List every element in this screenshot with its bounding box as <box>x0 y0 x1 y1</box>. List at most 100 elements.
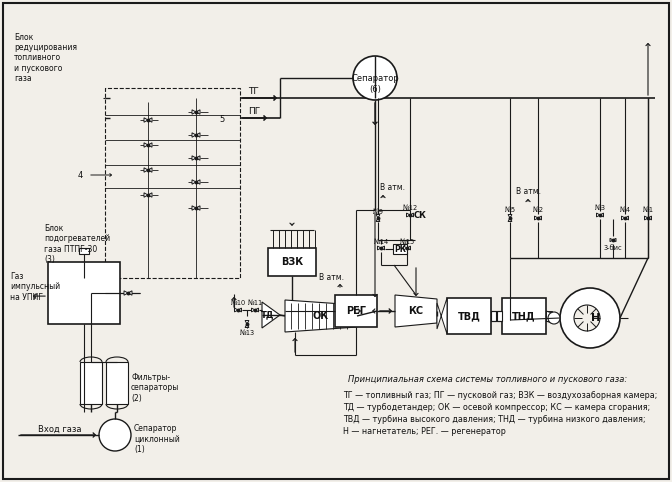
Text: СК: СК <box>413 211 427 219</box>
Polygon shape <box>192 133 196 137</box>
Text: В атм.: В атм. <box>515 187 540 197</box>
Polygon shape <box>148 143 152 147</box>
Bar <box>447 298 491 334</box>
Bar <box>48 262 120 324</box>
Polygon shape <box>148 168 152 172</box>
Bar <box>268 248 316 276</box>
Bar <box>393 244 407 254</box>
Circle shape <box>353 56 397 100</box>
Polygon shape <box>410 213 413 217</box>
Polygon shape <box>378 246 381 250</box>
Text: Блок
подогревателей
газа ПТПГ-30
(3): Блок подогревателей газа ПТПГ-30 (3) <box>44 224 110 264</box>
Text: ТВД: ТВД <box>458 311 480 321</box>
Text: №14: №14 <box>374 239 388 245</box>
Polygon shape <box>245 324 249 327</box>
Bar <box>335 295 377 327</box>
Polygon shape <box>610 239 613 241</box>
Polygon shape <box>597 213 600 217</box>
Text: 4: 4 <box>77 171 83 179</box>
Text: №13: №13 <box>239 330 255 336</box>
Polygon shape <box>534 216 538 220</box>
Bar <box>106 362 128 404</box>
Bar <box>105 88 240 278</box>
Polygon shape <box>192 180 196 184</box>
Polygon shape <box>625 216 628 220</box>
Polygon shape <box>251 308 255 312</box>
Text: Газ
импульсный
на УПИГ: Газ импульсный на УПИГ <box>10 272 60 302</box>
Polygon shape <box>144 118 148 122</box>
Text: В атм.: В атм. <box>319 272 344 281</box>
Text: 5: 5 <box>219 116 224 124</box>
Polygon shape <box>613 239 616 241</box>
Text: №3: №3 <box>595 205 605 211</box>
Text: ТГ — топливный газ; ПГ — пусковой газ; ВЗК — воздухозаборная камера;: ТГ — топливный газ; ПГ — пусковой газ; В… <box>343 390 657 400</box>
Polygon shape <box>196 180 200 184</box>
Text: №11: №11 <box>247 300 263 306</box>
Circle shape <box>548 312 560 324</box>
Polygon shape <box>124 291 128 295</box>
Text: Принципиальная схема системы топливного и пускового газа:: Принципиальная схема системы топливного … <box>348 375 628 385</box>
Polygon shape <box>128 291 132 295</box>
Text: Блок
редуцирования
топливного
и пускового
газа: Блок редуцирования топливного и пусковог… <box>14 33 77 83</box>
Polygon shape <box>648 216 651 220</box>
Text: №12: №12 <box>403 205 417 211</box>
Polygon shape <box>538 216 542 220</box>
Polygon shape <box>196 156 200 160</box>
Circle shape <box>99 419 131 451</box>
Text: Сепаратор
(6): Сепаратор (6) <box>351 74 399 94</box>
Text: ТД: ТД <box>261 310 275 320</box>
Text: ТНД: ТНД <box>512 311 536 321</box>
Text: ТВД — турбина высокого давления; ТНД — турбина низкого давления;: ТВД — турбина высокого давления; ТНД — т… <box>343 415 646 424</box>
Polygon shape <box>381 246 384 250</box>
Polygon shape <box>192 156 196 160</box>
Polygon shape <box>255 308 259 312</box>
Polygon shape <box>600 213 603 217</box>
Polygon shape <box>192 206 196 210</box>
Polygon shape <box>196 133 200 137</box>
Polygon shape <box>508 214 512 218</box>
Polygon shape <box>508 218 512 222</box>
Text: №9: №9 <box>372 209 384 215</box>
Text: РЕГ: РЕГ <box>346 306 366 316</box>
Bar <box>502 298 546 334</box>
Polygon shape <box>395 295 437 327</box>
Text: ТГ: ТГ <box>248 86 259 95</box>
Polygon shape <box>144 168 148 172</box>
Text: №4: №4 <box>620 207 630 213</box>
Text: В атм.: В атм. <box>380 184 405 192</box>
Polygon shape <box>285 300 357 332</box>
Polygon shape <box>407 213 410 217</box>
Text: №10: №10 <box>230 300 246 306</box>
Polygon shape <box>196 206 200 210</box>
Polygon shape <box>437 298 447 334</box>
Polygon shape <box>238 308 241 312</box>
Polygon shape <box>148 193 152 197</box>
Text: ПГ: ПГ <box>248 107 260 116</box>
Polygon shape <box>148 118 152 122</box>
Bar <box>491 311 496 321</box>
Polygon shape <box>144 193 148 197</box>
Circle shape <box>560 288 620 348</box>
Polygon shape <box>376 218 380 222</box>
Text: Н — нагнетатель; РЕГ. — регенератор: Н — нагнетатель; РЕГ. — регенератор <box>343 427 506 436</box>
Polygon shape <box>644 216 648 220</box>
Polygon shape <box>407 246 411 250</box>
Text: ТД — турбодетандер; ОК — осевой компрессор; КС — камера сгорания;: ТД — турбодетандер; ОК — осевой компресс… <box>343 402 650 412</box>
Polygon shape <box>245 321 249 324</box>
Polygon shape <box>235 308 238 312</box>
Text: Вход газа: Вход газа <box>38 425 81 433</box>
Text: РК: РК <box>394 244 406 254</box>
Text: ВЗК: ВЗК <box>281 257 303 267</box>
Text: №5: №5 <box>505 207 515 213</box>
Text: Фильтры-
сепараторы
(2): Фильтры- сепараторы (2) <box>131 373 179 403</box>
Bar <box>80 362 102 404</box>
Text: ОК: ОК <box>313 311 329 321</box>
Text: Н: Н <box>591 313 601 323</box>
Text: КС: КС <box>409 306 423 316</box>
Text: №2: №2 <box>532 207 544 213</box>
Polygon shape <box>376 214 380 218</box>
Bar <box>546 311 552 321</box>
Circle shape <box>574 305 600 331</box>
Text: 3-бис: 3-бис <box>603 245 622 251</box>
Text: Сепаратор
циклонный
(1): Сепаратор циклонный (1) <box>134 424 179 454</box>
